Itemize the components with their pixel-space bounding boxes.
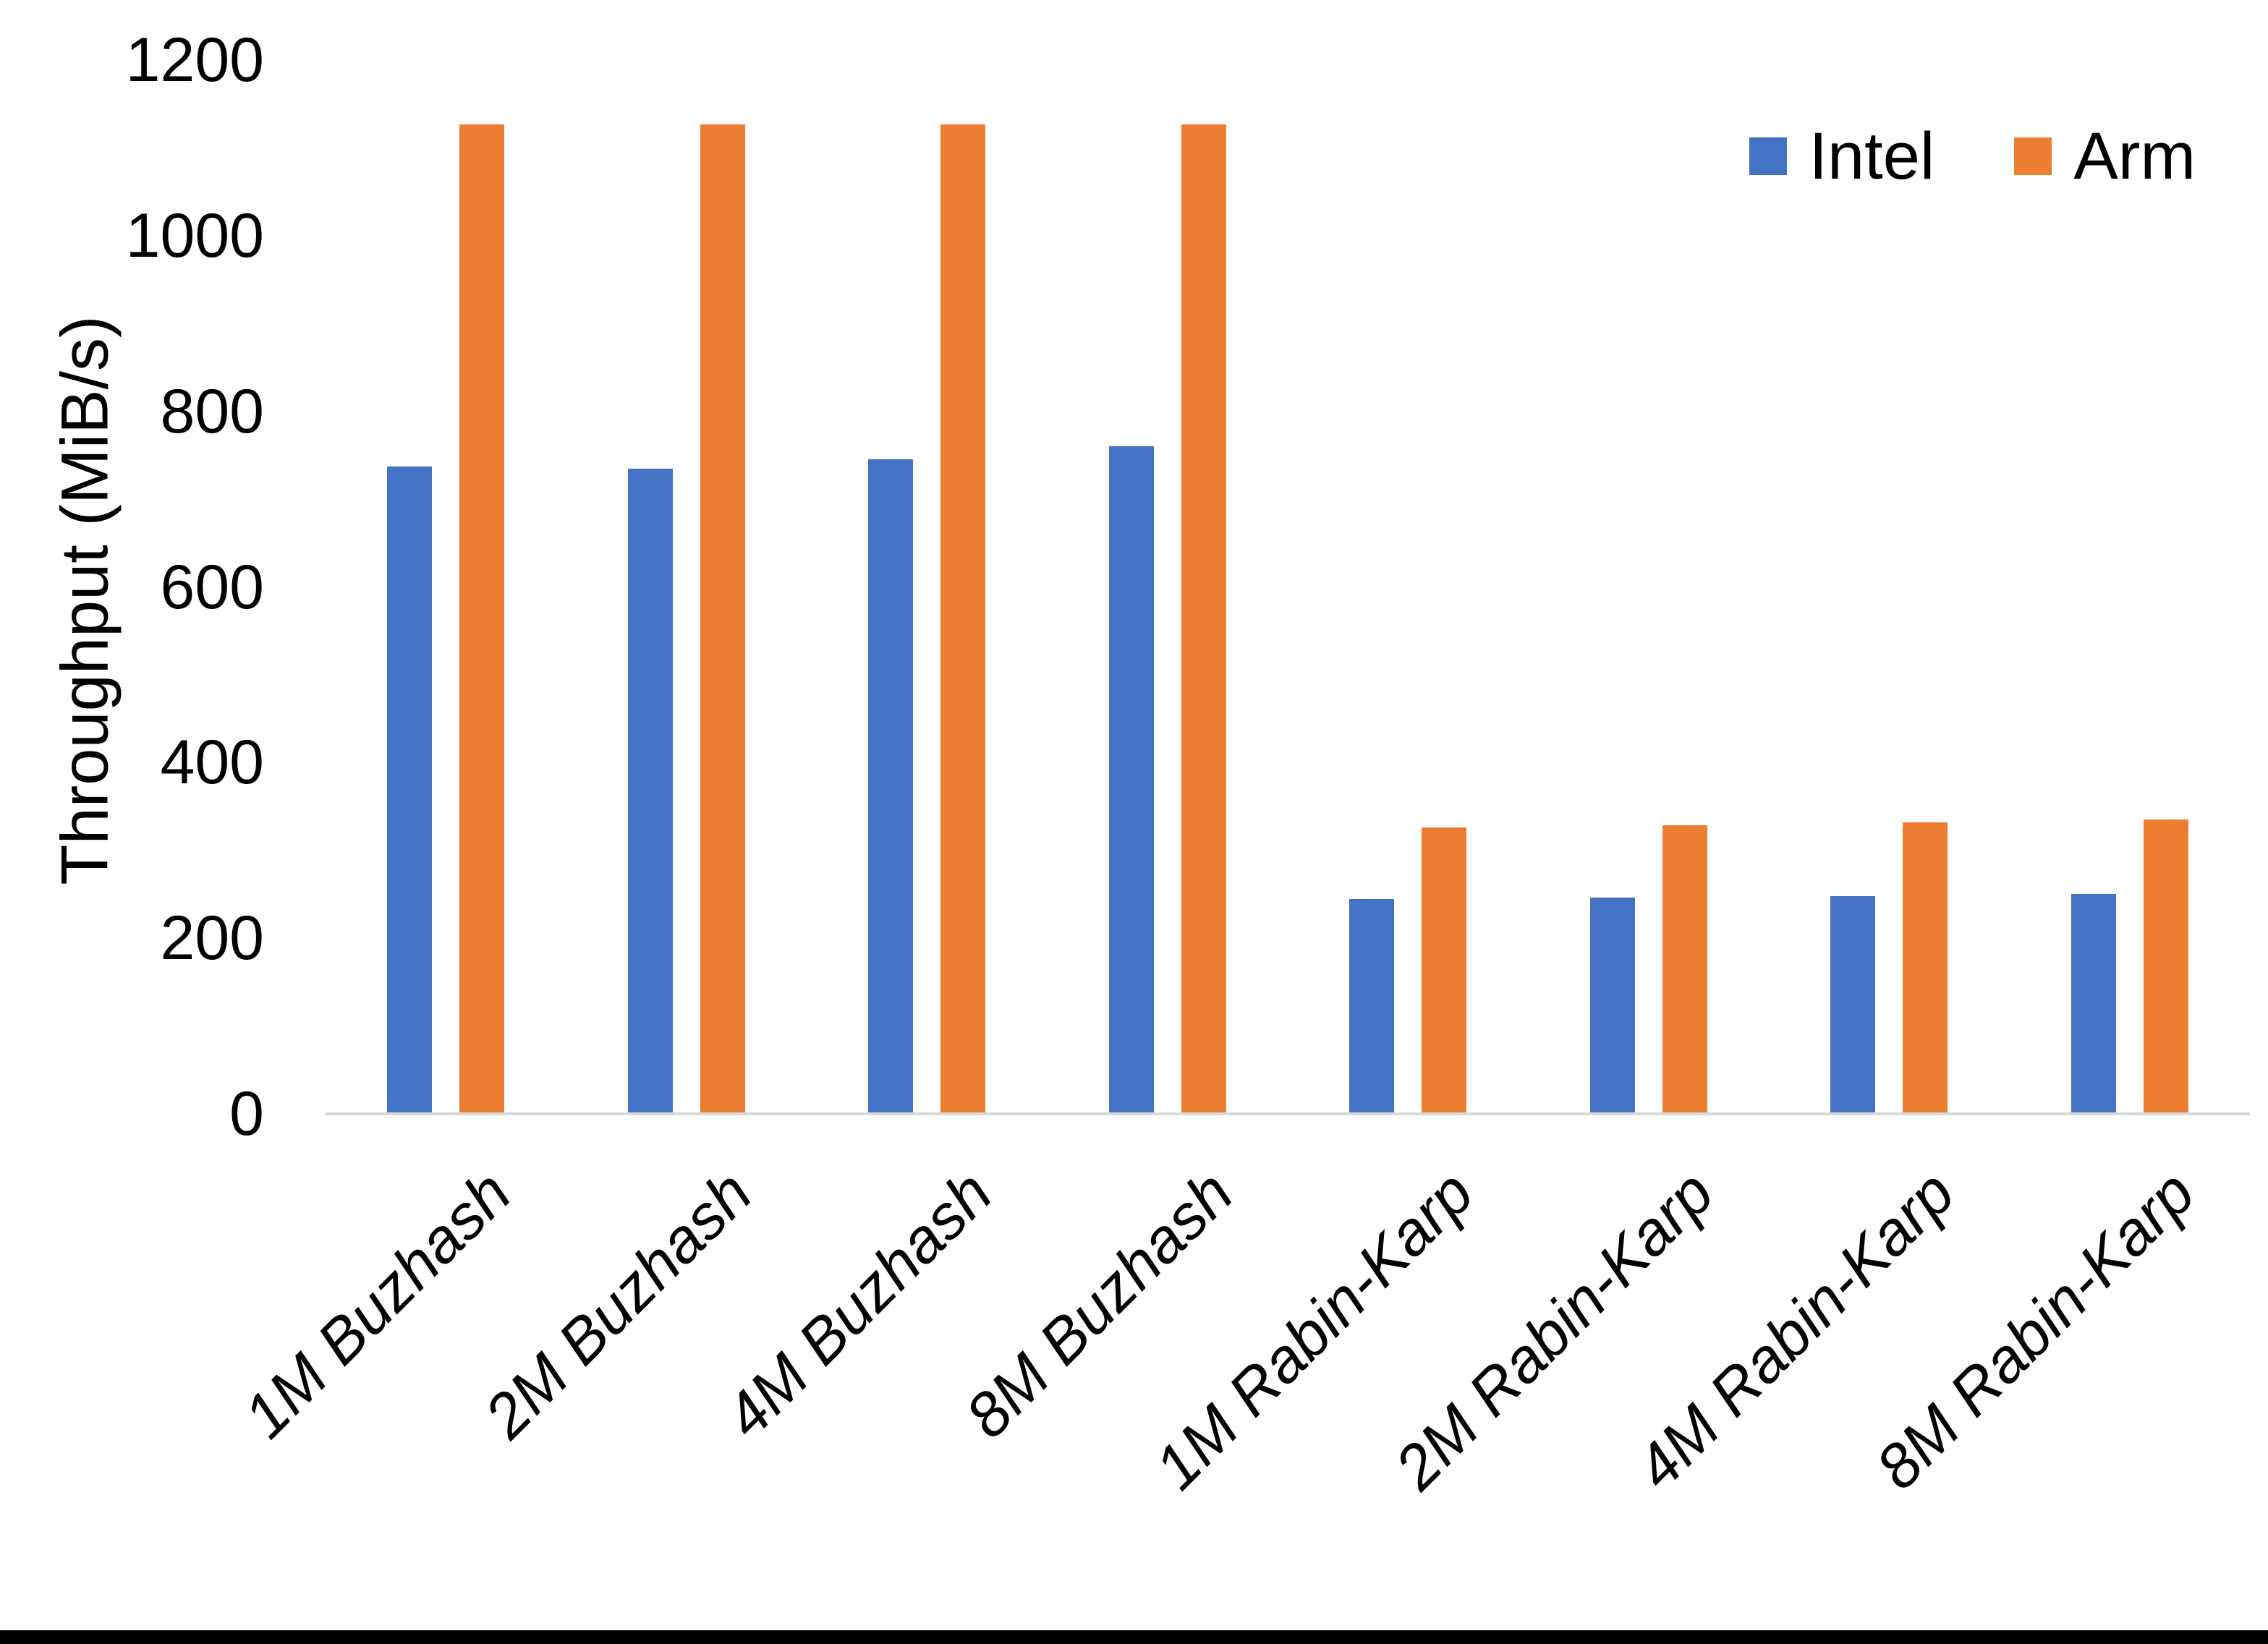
bar-intel [1589, 898, 1635, 1114]
bar-intel [1830, 895, 1876, 1114]
legend-swatch-intel [1749, 137, 1788, 175]
bar-group [1529, 60, 1770, 1114]
legend-swatch-arm [2014, 137, 2052, 175]
legend: Intel Arm [1749, 123, 2196, 189]
bar-group [1048, 60, 1288, 1114]
y-tick-label: 400 [160, 728, 265, 798]
bar-arm [940, 124, 986, 1114]
bar-arm [700, 124, 745, 1114]
y-tick-label: 600 [160, 552, 265, 622]
x-axis-line [326, 1112, 2250, 1115]
bar-intel [387, 467, 433, 1114]
y-tick-label: 800 [160, 376, 265, 446]
bar-group [1769, 60, 2010, 1114]
bar-intel [868, 459, 914, 1114]
plot-area [326, 60, 2250, 1115]
bar-groups [326, 60, 2250, 1114]
legend-item-intel: Intel [1749, 123, 1934, 189]
bar-intel [627, 468, 673, 1114]
legend-label-arm: Arm [2073, 119, 2196, 193]
bar-arm [1662, 825, 1707, 1114]
bar-arm [1422, 827, 1467, 1114]
y-tick-label: 1000 [125, 200, 264, 271]
bar-intel [2070, 894, 2116, 1114]
bar-group [2010, 60, 2251, 1114]
bar-arm [459, 124, 505, 1114]
bar-arm [2143, 819, 2188, 1114]
legend-item-arm: Arm [2014, 123, 2196, 189]
legend-label-intel: Intel [1809, 119, 1935, 193]
bottom-border [0, 1630, 2268, 1644]
y-tick-label: 1200 [125, 25, 264, 95]
y-tick-label: 200 [160, 903, 265, 974]
bar-group [326, 60, 566, 1114]
bar-arm [1181, 124, 1226, 1114]
bar-group [1288, 60, 1529, 1114]
bar-arm [1903, 822, 1948, 1114]
bar-intel [1349, 898, 1395, 1114]
bar-group [807, 60, 1048, 1114]
bar-group [566, 60, 807, 1114]
y-tick-label: 0 [229, 1079, 264, 1149]
bar-intel [1108, 446, 1154, 1114]
